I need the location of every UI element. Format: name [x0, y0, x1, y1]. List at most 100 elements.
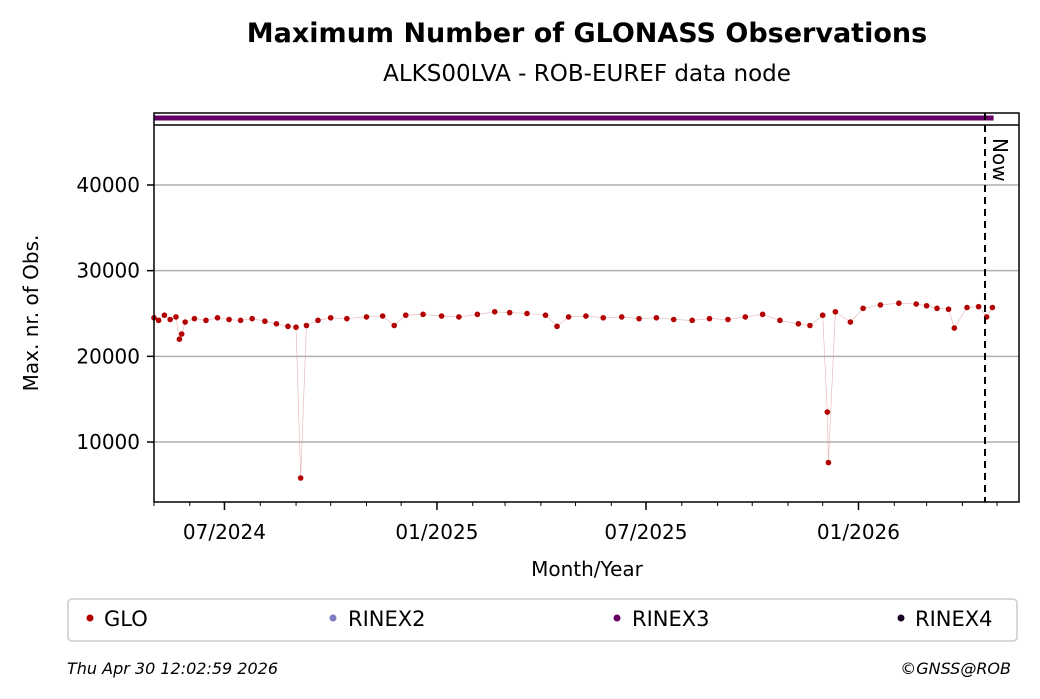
- glo-data-point: [777, 317, 783, 324]
- plot-frame: [153, 112, 1020, 503]
- x-tick-label: 01/2025: [395, 520, 478, 544]
- glo-data-point: [456, 314, 462, 320]
- glo-data-point: [161, 312, 168, 319]
- x-axis-ticks: 07/2024 01/2025 07/2025 01/2026: [153, 502, 998, 544]
- y-tick-label: 40000: [76, 173, 140, 197]
- footer-timestamp: Thu Apr 30 12:02:59 2026: [67, 659, 278, 678]
- glo-data-point: [178, 331, 185, 337]
- glo-data-point: [913, 301, 920, 307]
- glo-data-point: [600, 314, 607, 321]
- gridlines: [154, 184, 1019, 443]
- glo-data-point: [689, 317, 695, 324]
- glo-data-point: [934, 305, 940, 312]
- glo-data-point: [262, 318, 268, 325]
- glo-data-point: [285, 323, 291, 330]
- legend: GLO RINEX2 RINEX3 RINEX4: [67, 598, 1018, 642]
- now-marker-label: Now: [988, 138, 1012, 182]
- legend-marker-rinex2: [329, 614, 337, 622]
- glo-data-point: [896, 300, 902, 307]
- glo-data-point: [565, 314, 572, 320]
- glo-data-point: [951, 325, 958, 331]
- legend-item-rinex3: RINEX3: [613, 607, 710, 631]
- legend-label-rinex3: RINEX3: [632, 607, 710, 631]
- glo-data-point: [860, 305, 866, 312]
- legend-label-rinex2: RINEX2: [348, 607, 426, 631]
- glo-data-point: [327, 314, 334, 321]
- glo-data-point: [847, 319, 854, 325]
- glo-data-point: [379, 313, 386, 319]
- glo-data-point: [237, 317, 244, 324]
- legend-marker-rinex4: [897, 614, 905, 622]
- chart-subtitle: ALKS00LVA - ROB-EUREF data node: [383, 61, 791, 87]
- glo-data-point: [832, 308, 839, 315]
- glo-data-point: [273, 320, 280, 327]
- glo-data-point: [344, 315, 350, 322]
- glo-data-point: [226, 316, 232, 323]
- glo-data-point: [795, 320, 802, 327]
- legend-label-glo: GLO: [104, 607, 148, 631]
- glo-data-point: [191, 315, 198, 322]
- legend-item-rinex4: RINEX4: [897, 607, 993, 631]
- glo-data-point: [825, 459, 832, 466]
- glo-data-point: [420, 311, 426, 318]
- glo-data-point: [391, 322, 398, 329]
- glo-data-point: [203, 317, 209, 324]
- glo-data-point: [923, 302, 930, 309]
- glo-data-point: [759, 311, 766, 318]
- y-axis-ticks: 10000 20000 30000 40000: [76, 173, 154, 454]
- x-axis-label: Month/Year: [531, 557, 644, 581]
- glo-data-point: [742, 314, 749, 320]
- glo-data-point: [491, 308, 498, 315]
- legend-item-glo: GLO: [86, 607, 148, 631]
- glo-data-point: [583, 313, 589, 319]
- glo-data-point: [155, 317, 162, 324]
- x-tick-label: 01/2026: [817, 520, 900, 544]
- glo-data-point: [542, 312, 549, 319]
- legend-marker-rinex3: [613, 614, 621, 622]
- legend-label-rinex4: RINEX4: [915, 607, 993, 631]
- glo-data-point: [819, 312, 826, 319]
- glo-data-point: [363, 314, 370, 320]
- glo-data-point: [176, 336, 183, 343]
- glo-data-point: [438, 313, 445, 319]
- y-tick-label: 10000: [76, 430, 140, 454]
- glo-data-point: [989, 304, 996, 311]
- legend-item-rinex2: RINEX2: [329, 607, 426, 631]
- glo-data-point: [524, 310, 530, 317]
- glo-data-point: [975, 303, 982, 310]
- legend-marker-glo: [86, 614, 94, 622]
- glo-data-point: [807, 322, 813, 329]
- glo-data-point: [297, 475, 304, 481]
- glo-data-point: [618, 314, 625, 320]
- glo-data-point: [824, 409, 831, 415]
- glo-data-point: [725, 316, 731, 323]
- glo-data-point: [249, 315, 255, 322]
- glo-data-point: [945, 306, 952, 313]
- glo-data-point: [877, 302, 884, 308]
- chart-title: Maximum Number of GLONASS Observations: [247, 18, 927, 49]
- glo-data-point: [506, 309, 513, 316]
- glo-series-line: [153, 302, 993, 479]
- glo-data-point: [315, 317, 321, 324]
- glo-data-point: [554, 323, 560, 330]
- glo-data-point: [173, 314, 179, 320]
- glo-data-point: [303, 322, 310, 329]
- y-axis-label: Max. nr. of Obs.: [19, 235, 43, 392]
- x-tick-label: 07/2025: [604, 520, 687, 544]
- legend-frame: [67, 598, 1018, 642]
- footer-copyright: ©GNSS@ROB: [900, 659, 1011, 678]
- y-tick-label: 20000: [76, 344, 140, 368]
- glo-data-point: [402, 312, 409, 319]
- glo-data-point: [670, 316, 677, 323]
- glo-data-point: [653, 314, 660, 321]
- glo-data-point: [636, 315, 642, 322]
- glo-data-point: [167, 316, 173, 323]
- y-tick-label: 30000: [76, 259, 140, 283]
- glo-data-point: [214, 314, 221, 321]
- plot-area: [151, 300, 996, 481]
- glo-data-point: [706, 315, 713, 322]
- glo-data-point: [293, 324, 299, 331]
- glo-data-point: [182, 319, 188, 325]
- glo-data-point: [474, 311, 481, 318]
